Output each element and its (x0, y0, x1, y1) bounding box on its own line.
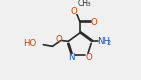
Text: NH: NH (97, 37, 110, 46)
Text: 3: 3 (87, 2, 91, 7)
Text: 2: 2 (107, 40, 111, 46)
Text: O: O (91, 18, 97, 27)
Text: N: N (68, 53, 75, 62)
Text: O: O (71, 7, 78, 16)
Text: O: O (56, 35, 62, 44)
Text: CH: CH (78, 0, 89, 8)
Text: HO: HO (24, 39, 37, 48)
Text: O: O (86, 53, 92, 62)
